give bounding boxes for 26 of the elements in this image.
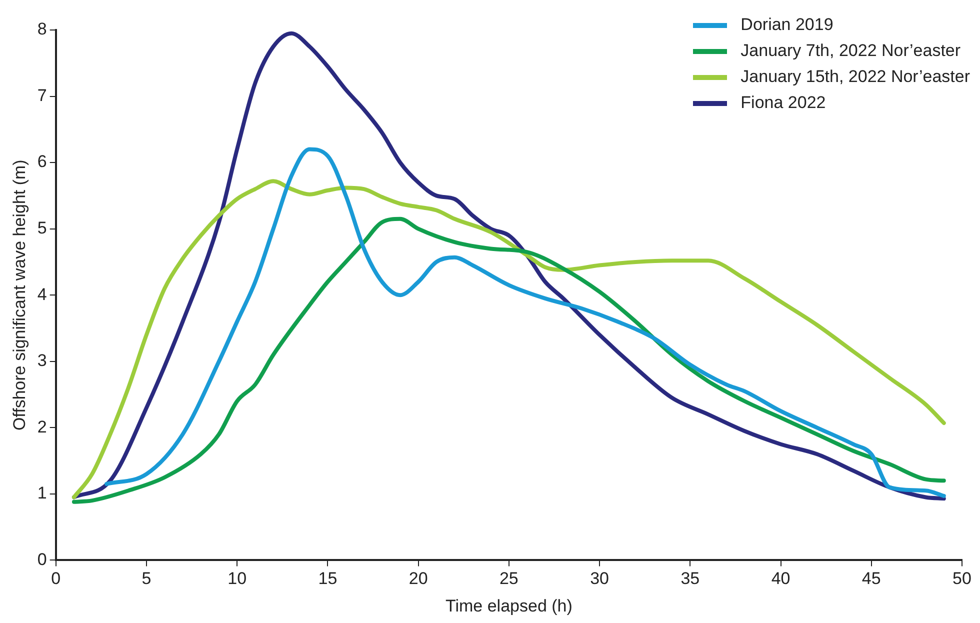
x-tick-label: 25 <box>499 569 518 588</box>
legend-label: January 15th, 2022 Nor’easter <box>740 67 970 87</box>
y-tick-label: 5 <box>37 218 47 238</box>
x-tick-label: 20 <box>408 569 428 588</box>
y-axis-title: Offshore significant wave height (m) <box>10 160 29 431</box>
legend-label: Fiona 2022 <box>740 93 826 113</box>
x-tick-label: 30 <box>590 569 610 588</box>
x-tick-label: 0 <box>51 569 61 588</box>
y-tick-label: 0 <box>37 550 47 569</box>
x-axis-title: Time elapsed (h) <box>445 596 572 616</box>
x-tick-label: 10 <box>228 569 247 588</box>
y-tick-label: 6 <box>37 152 47 172</box>
y-tick-label: 1 <box>37 484 47 503</box>
y-tick-label: 3 <box>37 351 47 370</box>
x-tick-label: 15 <box>318 569 338 588</box>
y-tick-label: 2 <box>37 417 47 436</box>
y-tick-label: 7 <box>37 86 47 105</box>
x-tick-label: 50 <box>952 569 972 588</box>
legend-label: January 7th, 2022 Nor’easter <box>740 41 961 61</box>
x-tick-label: 5 <box>142 569 152 588</box>
legend-label: Dorian 2019 <box>740 15 834 35</box>
x-tick-label: 40 <box>771 569 790 588</box>
x-tick-label: 35 <box>680 569 700 588</box>
y-tick-label: 8 <box>37 20 47 39</box>
y-tick-label: 4 <box>37 284 47 304</box>
x-tick-label: 45 <box>862 569 881 588</box>
